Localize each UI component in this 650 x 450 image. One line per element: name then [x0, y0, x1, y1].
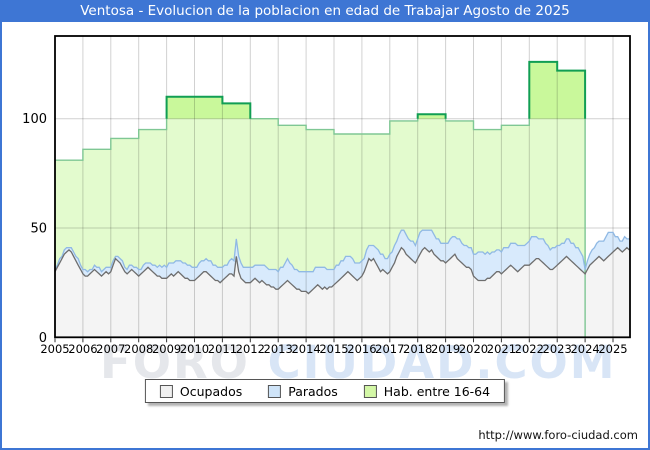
- svg-text:2019: 2019: [431, 342, 460, 356]
- svg-text:2022: 2022: [515, 342, 544, 356]
- title-bar: Ventosa - Evolucion de la poblacion en e…: [0, 0, 650, 22]
- svg-text:2005: 2005: [40, 342, 69, 356]
- svg-text:0: 0: [39, 331, 47, 346]
- legend-item-parados: Parados: [268, 384, 338, 399]
- svg-text:2018: 2018: [403, 342, 432, 356]
- legend-item-hab-16-64: Hab. entre 16-64: [363, 383, 491, 399]
- svg-text:100: 100: [22, 112, 47, 127]
- svg-text:2025: 2025: [598, 342, 627, 356]
- hab-16-64-swatch: [363, 384, 377, 398]
- svg-text:2013: 2013: [264, 342, 293, 356]
- legend-item-ocupados: Ocupados: [159, 383, 243, 399]
- svg-text:2023: 2023: [543, 342, 572, 356]
- svg-text:2010: 2010: [180, 342, 209, 356]
- svg-text:2009: 2009: [152, 342, 181, 356]
- svg-text:2011: 2011: [208, 342, 237, 356]
- parados-swatch: [268, 384, 282, 398]
- svg-text:2017: 2017: [375, 342, 404, 356]
- svg-text:2015: 2015: [319, 342, 348, 356]
- svg-text:2024: 2024: [570, 342, 599, 356]
- website-url: http://www.foro-ciudad.com: [478, 428, 638, 442]
- svg-text:2014: 2014: [291, 342, 320, 356]
- svg-text:2020: 2020: [459, 342, 488, 356]
- legend: Ocupados Parados Hab. entre 16-64: [144, 379, 506, 403]
- ocupados-swatch: [159, 384, 173, 398]
- svg-text:2006: 2006: [68, 342, 97, 356]
- svg-text:2016: 2016: [347, 342, 376, 356]
- legend-label-parados: Parados: [288, 383, 338, 399]
- legend-label-ocupados: Ocupados: [179, 383, 243, 399]
- legend-label-hab-16-64: Hab. entre 16-64: [383, 383, 491, 399]
- svg-text:2007: 2007: [96, 342, 125, 356]
- svg-text:2008: 2008: [124, 342, 153, 356]
- svg-text:50: 50: [30, 222, 47, 237]
- chart-title: Ventosa - Evolucion de la poblacion en e…: [80, 3, 570, 19]
- svg-text:2021: 2021: [487, 342, 516, 356]
- svg-text:2012: 2012: [236, 342, 265, 356]
